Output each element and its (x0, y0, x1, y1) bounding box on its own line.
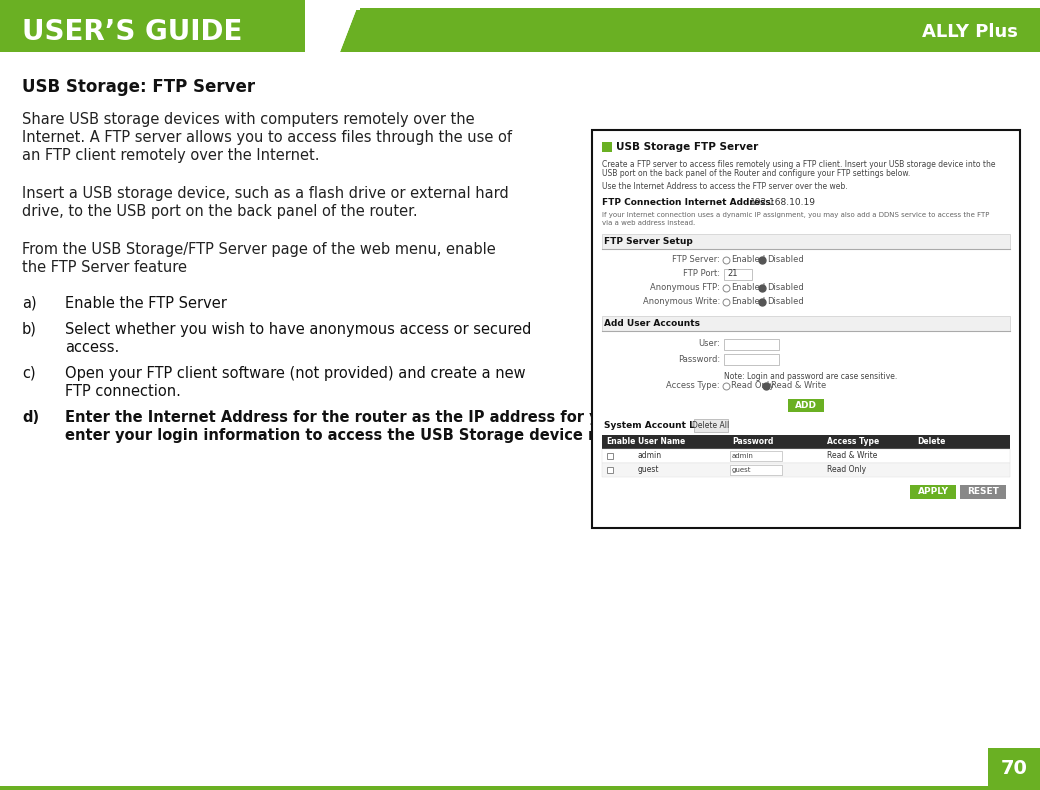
Text: FTP Connection Internet Address:: FTP Connection Internet Address: (602, 198, 775, 207)
Text: c): c) (22, 366, 35, 381)
Text: the FTP Server feature: the FTP Server feature (22, 260, 187, 275)
Text: 21: 21 (727, 269, 737, 279)
Text: APPLY: APPLY (917, 487, 948, 496)
Text: admin: admin (732, 453, 754, 459)
Text: 192.168.10.19: 192.168.10.19 (750, 198, 816, 207)
Bar (788, 399, 824, 412)
Text: Enabled: Enabled (731, 255, 765, 265)
Text: guest: guest (638, 465, 659, 475)
Text: Read Only: Read Only (827, 465, 866, 475)
Text: admin: admin (638, 452, 662, 461)
Bar (988, 748, 1040, 790)
Text: FTP Server Setup: FTP Server Setup (604, 237, 693, 246)
Text: an FTP client remotely over the Internet.: an FTP client remotely over the Internet… (22, 148, 319, 163)
Bar (694, 419, 728, 432)
Text: Read & Write: Read & Write (827, 452, 878, 461)
Bar (724, 354, 779, 365)
Bar (340, 0, 1040, 10)
Text: Disabled: Disabled (768, 298, 804, 307)
Text: From the USB Storage/FTP Server page of the web menu, enable: From the USB Storage/FTP Server page of … (22, 242, 496, 257)
Bar (592, 130, 1020, 528)
Text: enter your login information to access the USB Storage device remotely.: enter your login information to access t… (64, 428, 667, 443)
Text: USB Storage FTP Server: USB Storage FTP Server (616, 142, 758, 152)
Polygon shape (310, 0, 1040, 8)
Bar (602, 463, 1010, 477)
Text: guest: guest (732, 467, 752, 473)
Text: Enable the FTP Server: Enable the FTP Server (64, 296, 227, 311)
Text: USB port on the back panel of the Router and configure your FTP settings below.: USB port on the back panel of the Router… (602, 169, 910, 178)
Text: Delete All: Delete All (693, 421, 730, 430)
Text: RESET: RESET (967, 487, 999, 496)
Bar (910, 485, 956, 499)
Text: User Name: User Name (638, 438, 685, 446)
Text: via a web address instead.: via a web address instead. (602, 220, 696, 226)
Text: Add User Accounts: Add User Accounts (604, 319, 700, 328)
Text: Read & Write: Read & Write (771, 382, 826, 390)
Bar (602, 435, 1010, 449)
Bar (0, 786, 1040, 790)
Text: If your Internet connection uses a dynamic IP assignment, you may also add a DDN: If your Internet connection uses a dynam… (602, 212, 989, 218)
Text: ALLY Plus: ALLY Plus (922, 23, 1018, 41)
Text: Enabled: Enabled (731, 298, 765, 307)
Text: Read Only: Read Only (731, 382, 774, 390)
Text: Note: Login and password are case sensitive.: Note: Login and password are case sensit… (724, 372, 898, 381)
Polygon shape (305, 0, 360, 52)
Text: Access Type: Access Type (827, 438, 879, 446)
Text: USB Storage: FTP Server: USB Storage: FTP Server (22, 78, 255, 96)
Text: d): d) (22, 410, 40, 425)
Text: drive, to the USB port on the back panel of the router.: drive, to the USB port on the back panel… (22, 204, 418, 219)
Bar (724, 269, 752, 280)
Text: ADD: ADD (795, 401, 817, 410)
Text: Select whether you wish to have anonymous access or secured: Select whether you wish to have anonymou… (64, 322, 531, 337)
Bar (602, 449, 1010, 463)
Text: Create a FTP server to access files remotely using a FTP client. Insert your USB: Create a FTP server to access files remo… (602, 160, 995, 169)
Text: Open your FTP client software (not provided) and create a new: Open your FTP client software (not provi… (64, 366, 525, 381)
Text: System Account List: System Account List (604, 420, 708, 430)
Bar (0, 0, 1040, 52)
Text: Delete: Delete (917, 438, 945, 446)
Text: Use the Internet Address to access the FTP server over the web.: Use the Internet Address to access the F… (602, 182, 848, 191)
Text: Anonymous FTP:: Anonymous FTP: (650, 284, 720, 292)
Text: Insert a USB storage device, such as a flash drive or external hard: Insert a USB storage device, such as a f… (22, 186, 509, 201)
Text: Disabled: Disabled (768, 284, 804, 292)
Text: access.: access. (64, 340, 120, 355)
Bar (730, 465, 782, 475)
Text: Internet. A FTP server allows you to access files through the use of: Internet. A FTP server allows you to acc… (22, 130, 512, 145)
Text: Disabled: Disabled (768, 255, 804, 265)
Text: Enable: Enable (606, 438, 635, 446)
Text: 70: 70 (1000, 759, 1028, 778)
Text: Enabled: Enabled (731, 284, 765, 292)
Bar (602, 142, 612, 152)
Bar (960, 485, 1006, 499)
Bar (360, 8, 1040, 52)
Text: FTP Port:: FTP Port: (683, 269, 720, 279)
Polygon shape (310, 0, 360, 52)
Text: FTP connection.: FTP connection. (64, 384, 181, 399)
Text: Access Type:: Access Type: (667, 382, 720, 390)
Text: FTP Server:: FTP Server: (672, 255, 720, 265)
Bar (724, 339, 779, 350)
Text: a): a) (22, 296, 36, 311)
Text: Enter the Internet Address for the router as the IP address for your FTP connect: Enter the Internet Address for the route… (64, 410, 908, 425)
Bar (602, 316, 1010, 331)
Text: b): b) (22, 322, 36, 337)
Bar (730, 451, 782, 461)
Bar (0, 0, 1040, 8)
Bar (602, 234, 1010, 249)
Text: USER’S GUIDE: USER’S GUIDE (22, 18, 242, 46)
Text: Anonymous Write:: Anonymous Write: (643, 298, 720, 307)
Text: Share USB storage devices with computers remotely over the: Share USB storage devices with computers… (22, 112, 474, 127)
Text: Password: Password (732, 438, 774, 446)
Text: User:: User: (698, 340, 720, 348)
Text: Password:: Password: (678, 355, 720, 363)
